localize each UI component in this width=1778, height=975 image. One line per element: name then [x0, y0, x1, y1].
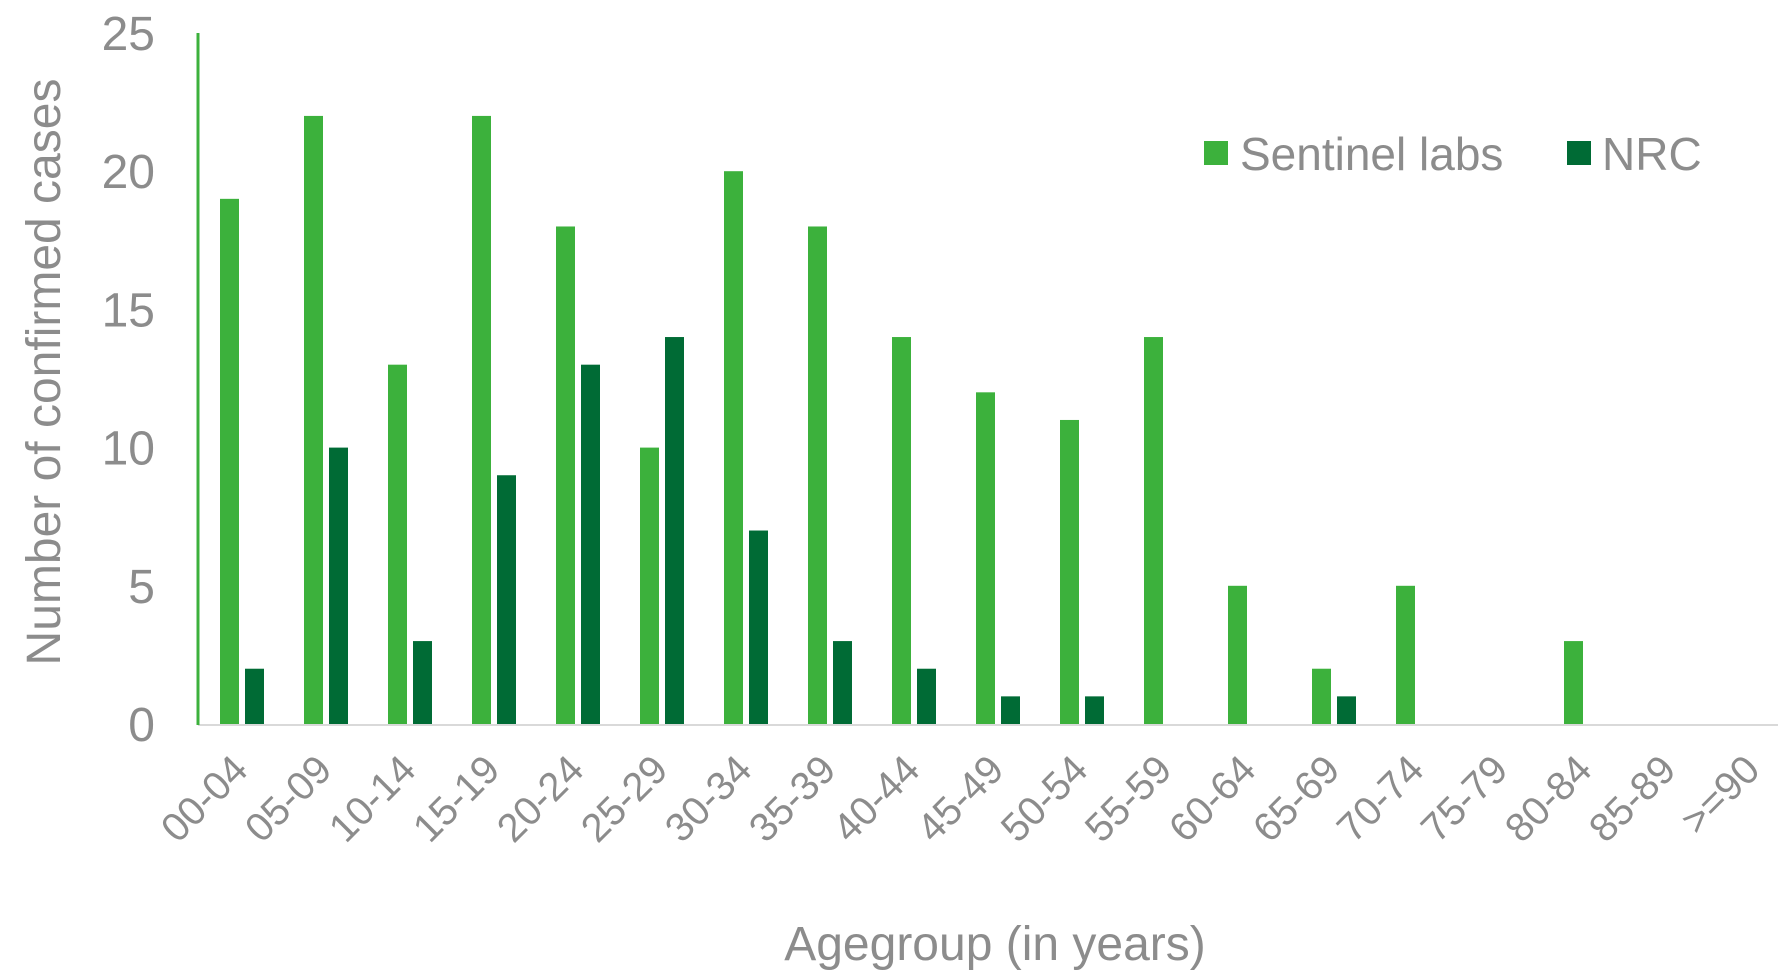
x-axis-title: Agegroup (in years) — [784, 918, 1206, 971]
x-tick-label: 05-09 — [237, 747, 340, 850]
bar-sentinel-labs-15-19 — [472, 115, 491, 725]
bar-sentinel-labs-80-84 — [1564, 641, 1583, 724]
legend-swatch-nrc — [1567, 141, 1591, 165]
bar-nrc-30-34 — [749, 530, 768, 724]
legend-label: NRC — [1602, 128, 1702, 180]
y-tick-label: 15 — [102, 284, 155, 337]
bar-nrc-50-54 — [1085, 696, 1104, 724]
x-tick-labels: 00-0405-0910-1415-1920-2425-2930-3435-39… — [153, 747, 1768, 850]
bar-sentinel-labs-65-69 — [1312, 668, 1331, 724]
bar-nrc-00-04 — [245, 668, 264, 724]
bar-nrc-35-39 — [833, 641, 852, 724]
x-tick-label: 15-19 — [405, 747, 508, 850]
y-tick-label: 10 — [102, 423, 155, 476]
bar-nrc-65-69 — [1337, 696, 1356, 724]
x-tick-label: 00-04 — [153, 747, 256, 850]
x-tick-label: 65-69 — [1245, 747, 1348, 850]
x-tick-label: 45-49 — [909, 747, 1012, 850]
y-tick-label: 0 — [128, 699, 155, 752]
bar-sentinel-labs-05-09 — [304, 115, 323, 725]
y-tick-label: 25 — [102, 8, 155, 61]
bar-sentinel-labs-45-49 — [976, 392, 995, 724]
bar-sentinel-labs-10-14 — [388, 364, 407, 724]
bar-sentinel-labs-30-34 — [724, 171, 743, 724]
bar-sentinel-labs-25-29 — [640, 447, 659, 724]
bar-sentinel-labs-70-74 — [1396, 585, 1415, 724]
x-tick-label: 20-24 — [489, 747, 592, 850]
bar-sentinel-labs-50-54 — [1060, 419, 1079, 724]
y-tick-label: 20 — [102, 146, 155, 199]
bar-sentinel-labs-40-44 — [892, 337, 911, 724]
bar-sentinel-labs-00-04 — [220, 198, 239, 725]
bar-nrc-20-24 — [581, 364, 600, 724]
y-tick-labels: 0 5 10 15 20 25 — [102, 8, 155, 752]
x-tick-label: >=90 — [1673, 747, 1769, 843]
bar-nrc-45-49 — [1001, 696, 1020, 724]
x-tick-label: 35-39 — [741, 747, 844, 850]
x-tick-label: 55-59 — [1077, 747, 1180, 850]
legend: Sentinel labs NRC — [1204, 128, 1702, 180]
bar-nrc-10-14 — [413, 641, 432, 724]
x-tick-label: 40-44 — [825, 747, 928, 850]
x-tick-label: 10-14 — [321, 747, 424, 850]
legend-swatch-sentinel-labs — [1204, 141, 1228, 165]
bar-nrc-40-44 — [917, 668, 936, 724]
bar-sentinel-labs-55-59 — [1144, 337, 1163, 724]
x-tick-label: 80-84 — [1497, 747, 1600, 850]
x-tick-label: 85-89 — [1581, 747, 1684, 850]
y-tick-label: 5 — [128, 561, 155, 614]
bar-nrc-15-19 — [497, 475, 516, 724]
x-tick-label: 75-79 — [1413, 747, 1516, 850]
legend-label: Sentinel labs — [1240, 128, 1503, 180]
bar-sentinel-labs-60-64 — [1228, 585, 1247, 724]
y-axis-title: Number of confirmed cases — [18, 79, 71, 666]
x-tick-label: 30-34 — [657, 747, 760, 850]
bar-nrc-25-29 — [665, 337, 684, 724]
bars-group — [220, 115, 1583, 725]
x-tick-label: 50-54 — [993, 747, 1096, 850]
x-tick-label: 70-74 — [1329, 747, 1432, 850]
bar-sentinel-labs-35-39 — [808, 226, 827, 725]
bar-nrc-05-09 — [329, 447, 348, 724]
x-tick-label: 25-29 — [573, 747, 676, 850]
bar-sentinel-labs-20-24 — [556, 226, 575, 725]
x-tick-label: 60-64 — [1161, 747, 1264, 850]
